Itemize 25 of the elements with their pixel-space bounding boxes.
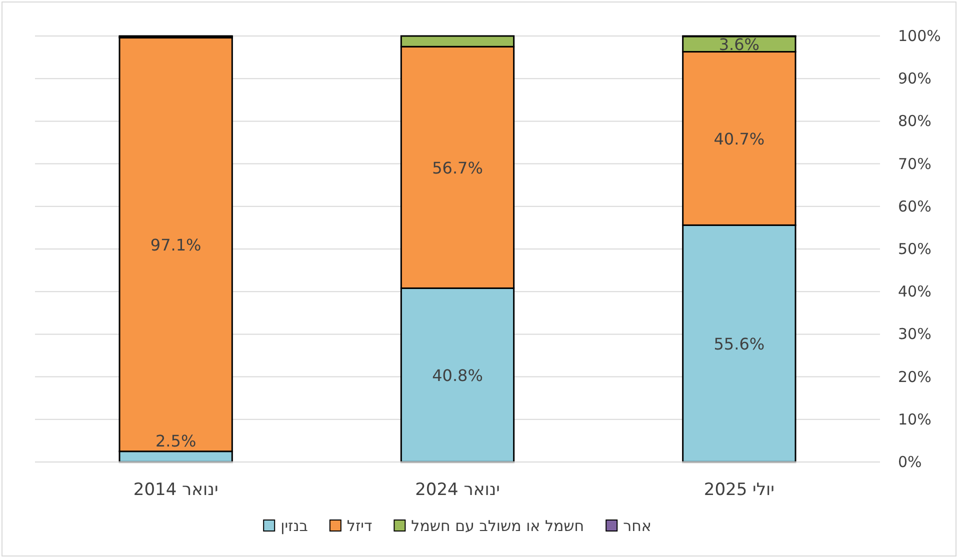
y-tick-label: 100% (898, 27, 941, 45)
legend-label: חשמל או משולב עם חשמל (411, 517, 584, 535)
y-tick-label: 30% (898, 325, 932, 344)
data-label: 2.5% (156, 431, 196, 450)
x-tick-label: ינואר 2024 (415, 480, 500, 500)
x-tick-label: יולי 2025 (704, 480, 774, 500)
y-tick-label: 10% (898, 410, 932, 428)
y-tick-label: 50% (898, 240, 932, 258)
data-label: 97.1% (150, 236, 202, 255)
legend-label: דיזל (346, 517, 372, 535)
y-tick-label: 80% (898, 112, 932, 130)
y-tick-label: 70% (898, 154, 932, 173)
y-tick-label: 0% (898, 453, 922, 471)
data-label: 3.6% (718, 35, 760, 54)
y-tick-label: 40% (898, 282, 932, 301)
y-tick-label: 60% (898, 197, 932, 216)
data-label: 55.6% (714, 334, 765, 354)
legend-label: אחר (623, 517, 652, 535)
y-tick-label: 90% (898, 70, 932, 88)
legend-label: בנזין (280, 517, 308, 535)
data-label: 56.7% (432, 158, 483, 178)
data-label: 40.7% (714, 129, 765, 148)
x-tick-label: ינואר 2014 (133, 480, 218, 500)
data-label: 40.8% (432, 366, 483, 386)
y-tick-label: 20% (898, 368, 932, 386)
